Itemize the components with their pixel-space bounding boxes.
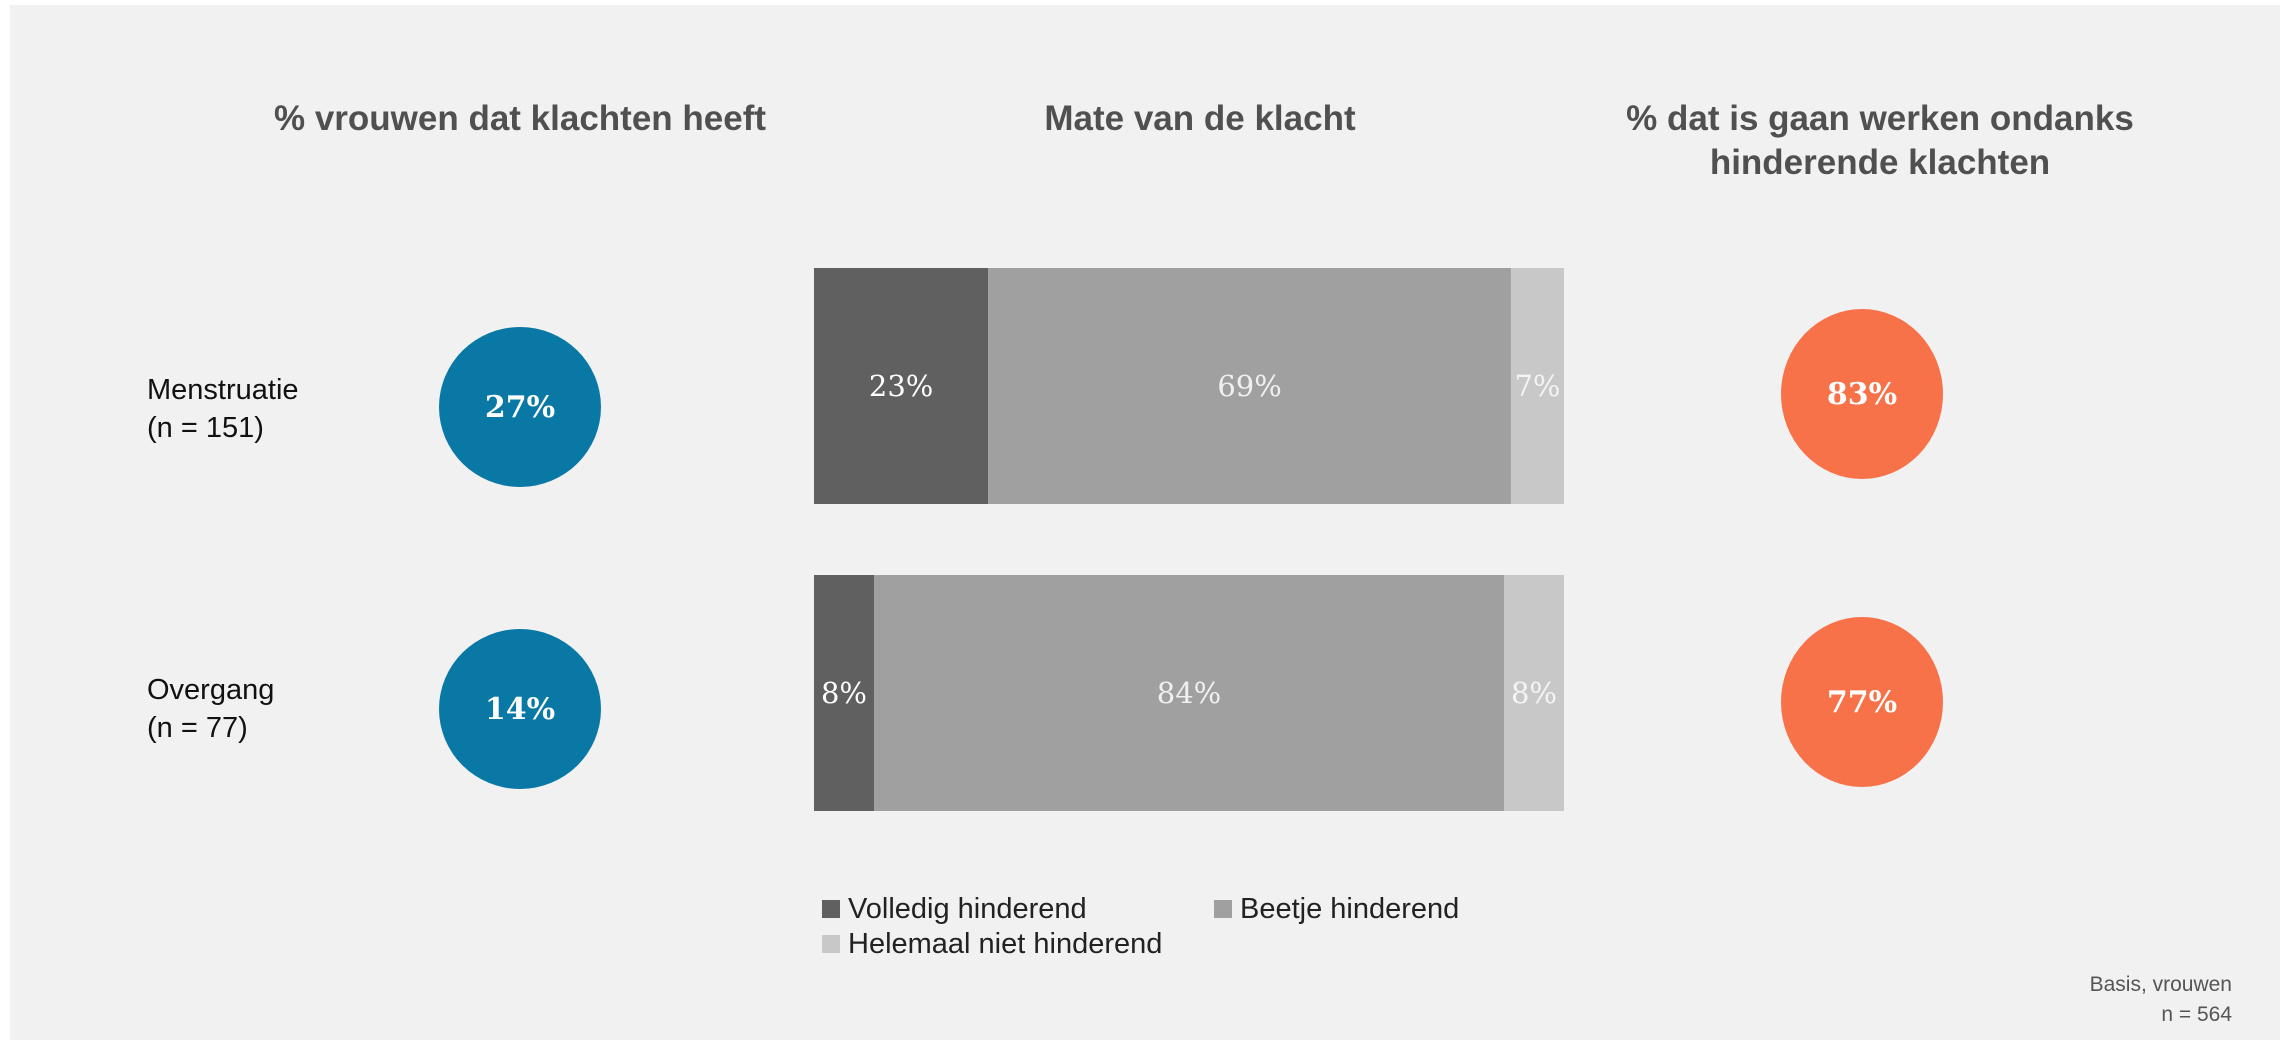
legend-item-helemaal-niet: Helemaal niet hinderend — [822, 926, 1162, 962]
bar-segment-1-0 — [814, 575, 874, 811]
circle-klachten-overgang: 14% — [439, 629, 601, 789]
footnote-line1: Basis, vrouwen — [2089, 973, 2232, 996]
bar-plot: 23% 69% 7% 8% 84% 8% — [814, 268, 1564, 811]
row-label-overgang: Overgang (n = 77) — [147, 671, 274, 747]
bar-segment-0-2 — [1510, 268, 1564, 504]
title-right-line1: % dat is gaan werken ondanks — [1626, 99, 2134, 138]
bar-label-0-0: 23% — [869, 369, 933, 403]
legend-item-beetje: Beetje hinderend — [1214, 891, 1459, 927]
legend-swatch-beetje — [1214, 900, 1232, 918]
row-label-name: Overgang — [147, 674, 275, 706]
bar-label-0-2: 7% — [1514, 369, 1560, 403]
legend-label-helemaal-niet: Helemaal niet hinderend — [848, 928, 1163, 960]
bar-label-1-0: 8% — [821, 676, 867, 710]
bar-segment-0-0 — [814, 268, 989, 504]
footnote: Basis, vrouwen n = 564 — [2090, 970, 2232, 1030]
row-label-n: (n = 151) — [147, 412, 264, 444]
legend-label-volledig: Volledig hinderend — [848, 893, 1087, 925]
legend-item-volledig: Volledig hinderend — [822, 891, 1087, 927]
slide: % vrouwen dat klachten heeft Mate van de… — [10, 5, 2280, 1040]
bar-segment-1-2 — [1504, 575, 1564, 811]
legend-swatch-helemaal-niet — [822, 935, 840, 953]
row-label-name: Menstruatie — [147, 374, 299, 406]
bar-segment-0-1 — [988, 268, 1511, 504]
bar-label-1-2: 8% — [1511, 676, 1557, 710]
title-middle: Mate van de klacht — [1044, 99, 1356, 138]
circle-werken-overgang: 77% — [1781, 617, 1943, 787]
legend-swatch-volledig — [822, 900, 840, 918]
legend-label-beetje: Beetje hinderend — [1240, 893, 1460, 925]
bar-label-0-1: 69% — [1217, 369, 1281, 403]
title-right: % dat is gaan werken ondanks hinderende … — [1590, 97, 2170, 185]
bar-label-1-1: 84% — [1157, 676, 1221, 710]
footnote-line2: n = 564 — [2161, 1003, 2232, 1026]
bar-segment-1-1 — [874, 575, 1504, 811]
row-label-n: (n = 77) — [147, 712, 248, 744]
title-right-line2: hinderende klachten — [1709, 143, 2051, 182]
circle-klachten-menstruatie: 27% — [439, 327, 601, 487]
title-left: % vrouwen dat klachten heeft — [273, 99, 767, 138]
circle-werken-menstruatie: 83% — [1781, 309, 1943, 479]
row-label-menstruatie: Menstruatie (n = 151) — [147, 371, 299, 447]
